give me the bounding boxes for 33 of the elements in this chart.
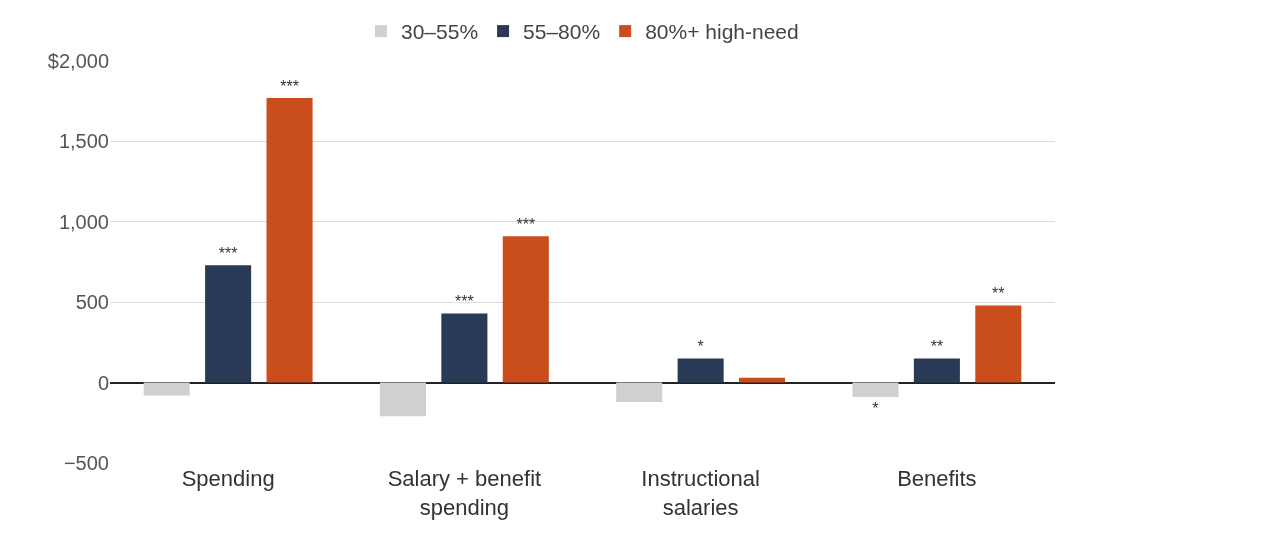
data-label: *** — [218, 245, 238, 263]
data-label: * — [872, 400, 879, 418]
bar — [441, 313, 488, 383]
data-label: *** — [280, 77, 299, 95]
bar — [379, 382, 426, 417]
legend-label: 55–80% — [523, 20, 601, 44]
bar — [616, 382, 663, 402]
legend-label: 80%+ high-need — [645, 20, 799, 44]
y-tick-label: 500 — [75, 291, 109, 314]
bar — [975, 305, 1022, 383]
x-tick-label: Benefits — [897, 466, 977, 491]
y-tick-label: −500 — [63, 452, 109, 474]
y-tick-label: 1,500 — [58, 130, 109, 153]
bar — [205, 265, 252, 383]
bar — [677, 358, 724, 383]
x-tick-label: Spending — [181, 466, 275, 491]
y-tick-label: 0 — [97, 371, 109, 394]
bar — [143, 382, 190, 396]
legend-label: 30–55% — [401, 20, 479, 44]
bar — [852, 382, 899, 398]
y-tick-label: $2,000 — [47, 50, 109, 72]
data-label: * — [697, 338, 704, 356]
bar — [913, 358, 960, 383]
data-label: *** — [516, 216, 536, 234]
x-tick-label: Instructional salaries — [641, 466, 760, 520]
data-label: *** — [455, 293, 474, 311]
y-tick-label: 1,000 — [58, 210, 109, 233]
bar — [502, 236, 549, 383]
bar — [739, 377, 786, 383]
data-label: ** — [930, 338, 944, 356]
bar — [266, 97, 313, 383]
x-tick-label: Salary + benefit spending — [387, 466, 542, 520]
data-label: ** — [992, 285, 1005, 303]
